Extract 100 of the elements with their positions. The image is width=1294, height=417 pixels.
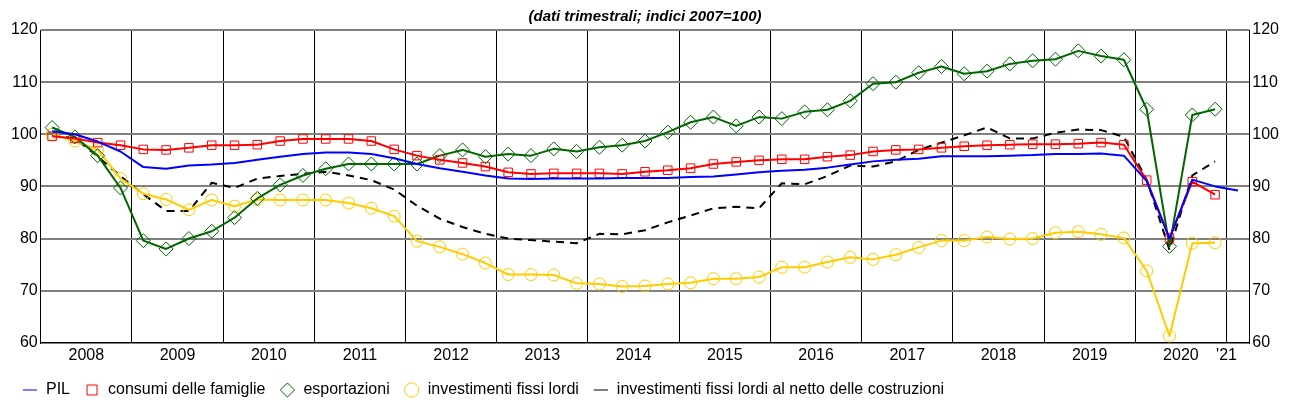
point bbox=[206, 140, 217, 150]
point bbox=[661, 277, 675, 291]
point bbox=[660, 124, 676, 140]
y2-tick-label: 110 bbox=[1252, 72, 1278, 90]
point bbox=[92, 137, 103, 148]
point bbox=[866, 252, 880, 266]
point bbox=[501, 268, 515, 282]
point bbox=[798, 260, 812, 274]
point bbox=[1208, 236, 1222, 250]
legend-label: investimenti fissi lordi al netto delle costruzioni bbox=[616, 380, 945, 398]
point bbox=[1116, 52, 1132, 68]
x-tick-label: 2019 bbox=[1071, 345, 1108, 363]
point bbox=[503, 167, 513, 178]
point bbox=[136, 187, 150, 201]
x-tick-label: 2015 bbox=[707, 345, 743, 363]
point bbox=[91, 143, 105, 157]
point bbox=[456, 247, 470, 261]
point bbox=[228, 199, 242, 213]
point bbox=[204, 223, 220, 239]
point bbox=[731, 157, 741, 167]
legend-label: investimenti fissi lordi bbox=[427, 380, 579, 398]
point bbox=[432, 148, 448, 164]
x-tick-label: '21 bbox=[1216, 345, 1238, 363]
point bbox=[1005, 139, 1015, 150]
point bbox=[67, 129, 83, 145]
x-tick-label: 2012 bbox=[433, 345, 470, 363]
x-tick-label: 2008 bbox=[68, 345, 105, 363]
point bbox=[343, 134, 354, 144]
point bbox=[252, 139, 263, 150]
legend-label: PIL bbox=[46, 380, 71, 398]
point bbox=[524, 268, 538, 282]
point bbox=[296, 193, 310, 207]
point bbox=[774, 111, 790, 127]
point bbox=[477, 149, 493, 165]
legend-label: esportazioni bbox=[303, 380, 390, 398]
point bbox=[364, 201, 378, 215]
point bbox=[457, 158, 468, 168]
y2-tick-label: 70 bbox=[1252, 281, 1271, 299]
x-tick-label: 2014 bbox=[615, 345, 652, 363]
y2-tick-label: 100 bbox=[1252, 124, 1280, 142]
point bbox=[617, 169, 627, 179]
point bbox=[182, 203, 196, 217]
point bbox=[115, 140, 126, 150]
point bbox=[1093, 48, 1109, 64]
point bbox=[1094, 227, 1108, 241]
point bbox=[820, 255, 834, 269]
point bbox=[342, 196, 356, 210]
point bbox=[911, 65, 927, 81]
point bbox=[797, 104, 813, 120]
point bbox=[752, 270, 766, 284]
point bbox=[158, 241, 174, 257]
point bbox=[868, 146, 878, 157]
point bbox=[386, 156, 402, 172]
point bbox=[1184, 107, 1200, 123]
point bbox=[615, 280, 629, 293]
point bbox=[298, 134, 308, 144]
point bbox=[982, 140, 992, 150]
point bbox=[888, 74, 904, 90]
point bbox=[135, 233, 151, 249]
point bbox=[1210, 190, 1220, 200]
x-tick-label: 2018 bbox=[980, 345, 1017, 363]
point bbox=[663, 165, 673, 175]
point bbox=[275, 136, 285, 146]
point bbox=[728, 118, 744, 134]
point bbox=[637, 133, 653, 149]
point bbox=[614, 137, 630, 153]
point bbox=[842, 93, 858, 109]
y-tick-label: 80 bbox=[19, 228, 38, 246]
point bbox=[526, 169, 536, 179]
point bbox=[318, 161, 334, 177]
point bbox=[913, 144, 924, 155]
point bbox=[389, 144, 399, 155]
y-tick-label: 120 bbox=[10, 20, 38, 38]
point bbox=[934, 234, 948, 248]
point bbox=[592, 277, 606, 291]
point bbox=[1207, 101, 1223, 117]
point bbox=[959, 141, 969, 151]
point bbox=[1050, 139, 1061, 149]
point bbox=[979, 63, 995, 79]
point bbox=[1025, 53, 1041, 69]
point bbox=[865, 76, 881, 92]
point bbox=[1164, 233, 1175, 243]
point bbox=[455, 142, 471, 158]
point bbox=[569, 143, 585, 159]
point bbox=[205, 193, 219, 207]
y-tick-label: 70 bbox=[19, 281, 38, 299]
point bbox=[1117, 231, 1131, 245]
point bbox=[272, 177, 288, 193]
point bbox=[1096, 137, 1106, 148]
point bbox=[956, 66, 972, 82]
point bbox=[640, 167, 650, 177]
y2-tick-label: 90 bbox=[1252, 176, 1271, 194]
point bbox=[708, 159, 719, 169]
point bbox=[571, 168, 582, 179]
point bbox=[889, 248, 903, 262]
y-tick-label: 90 bbox=[19, 176, 38, 194]
point bbox=[1141, 175, 1152, 185]
point bbox=[47, 131, 57, 142]
point bbox=[229, 140, 240, 150]
point bbox=[729, 272, 743, 286]
